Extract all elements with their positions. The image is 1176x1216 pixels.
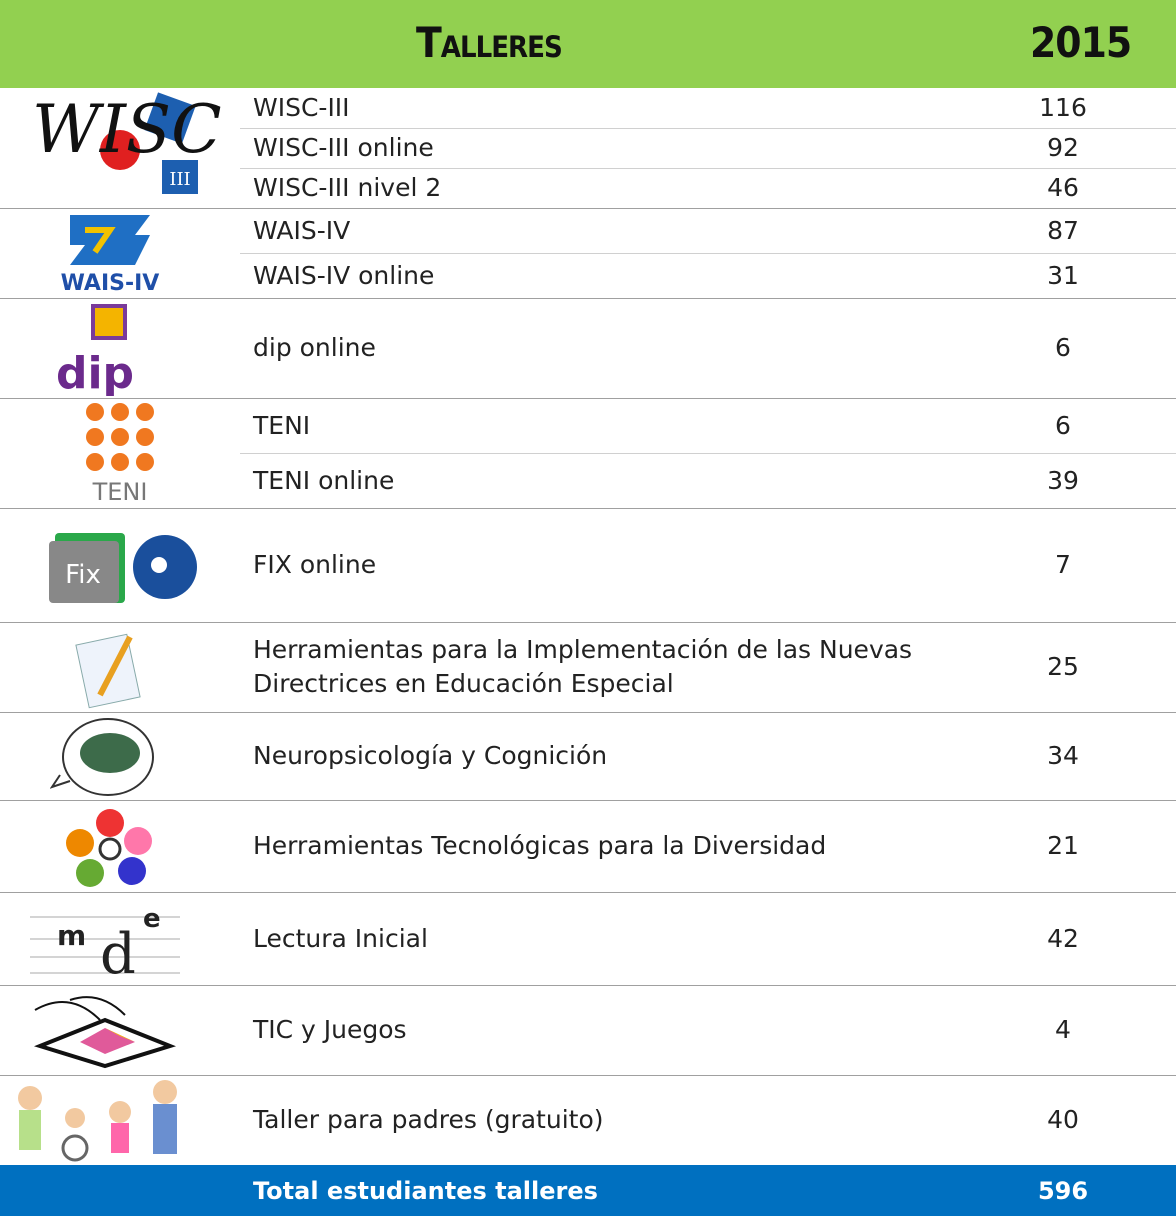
row-label: TENI online [253,465,395,495]
row-value: 92 [1047,133,1079,162]
logo-shape [34,996,126,1021]
mde-logo: m d e [30,904,180,981]
tablet-icon [33,996,177,1069]
group-separator [0,800,1176,801]
logo-text: WAIS-IV [61,271,160,296]
logo-shape [80,1028,135,1054]
logo-shape [91,304,127,340]
row-value: 7 [1055,550,1071,579]
logo-shape [80,733,140,773]
group-separator [0,892,1176,893]
logo-text: III [169,169,190,190]
total-value: 596 [1037,1176,1089,1205]
group-separator [0,398,1176,399]
logo-shape [162,160,198,194]
row-label: WISC-III online [253,133,434,162]
row-value: 6 [1055,410,1071,440]
group-separator [0,712,1176,713]
row-separator [240,453,1176,454]
logo-lines [30,916,180,974]
row-value: 116 [1039,93,1087,122]
logo-shape [100,130,140,170]
paper-icon [75,633,141,709]
logo-text: TENI [92,478,148,506]
row-label: Herramientas Tecnológicas para la Divers… [253,831,827,860]
header-title: Talleres [416,18,563,67]
group-separator [0,1075,1176,1076]
logo-text: e [143,904,161,934]
group-separator [0,208,1176,209]
row-value: 34 [1047,741,1079,770]
row-value: 39 [1047,465,1079,495]
logo-shape [75,633,141,709]
row-value: 25 [1047,652,1079,681]
logo-shape [144,92,196,144]
group-separator [0,985,1176,986]
logo-text: Fix [65,560,101,590]
row-label: TIC y Juegos [253,1015,407,1044]
total-band: Total estudiantes talleres 596 [0,1165,1176,1216]
row-label: WISC-III nivel 2 [253,173,442,202]
row-label: dip online [253,333,376,362]
dip-logo: dip [56,304,134,396]
row-value: 21 [1047,831,1079,860]
logo-dots [86,403,154,471]
row-value: 46 [1047,173,1079,202]
logo-shape [70,215,150,265]
hands-icon [66,809,152,887]
row-label: Lectura Inicial [253,923,428,953]
logo-text: dip [56,348,134,396]
logo-text: m [57,919,86,952]
fix-logo: Fix [49,533,197,603]
row-label: WAIS-IV online [253,260,435,290]
logo-shape [105,1028,135,1042]
wisc-logo: WISC III [32,91,222,194]
row-label: Herramientas para la Implementación de l… [253,635,913,698]
group-separator [0,508,1176,509]
row-value: 87 [1047,215,1079,245]
row-label: Neuropsicología y Cognición [253,741,608,770]
total-label: Total estudiantes talleres [253,1176,598,1205]
logo-shape [85,227,116,254]
header-year: 2015 [1030,18,1132,67]
logo-text: d [100,922,136,981]
logo-shape [49,541,119,603]
parents-icon [18,1080,177,1162]
row-value: 31 [1047,260,1079,290]
logo-shape [151,557,167,573]
logo-shape [66,809,152,887]
row-value: 42 [1047,923,1079,953]
logo-shape [97,635,133,697]
logo-text: WISC [32,91,222,168]
teni-logo: TENI [86,403,154,506]
row-label: FIX online [253,550,377,579]
logo-shape [50,774,71,789]
group-separator [0,622,1176,623]
logo-shape [18,1080,177,1162]
row-separator [240,253,1176,254]
row-label: WAIS-IV [253,215,351,245]
row-label: TENI [253,410,311,440]
header-band: Talleres 2015 [0,0,1176,88]
row-label: Taller para padres (gratuito) [253,1105,604,1134]
row-value: 4 [1055,1015,1071,1044]
row-separator [240,128,1176,129]
wais-logo: WAIS-IV [61,215,160,296]
row-label: WISC-III [253,93,350,122]
row-value: 40 [1047,1105,1079,1134]
group-separator [0,298,1176,299]
row-separator [240,168,1176,169]
brain-icon [50,718,154,796]
row-value: 6 [1055,333,1071,362]
